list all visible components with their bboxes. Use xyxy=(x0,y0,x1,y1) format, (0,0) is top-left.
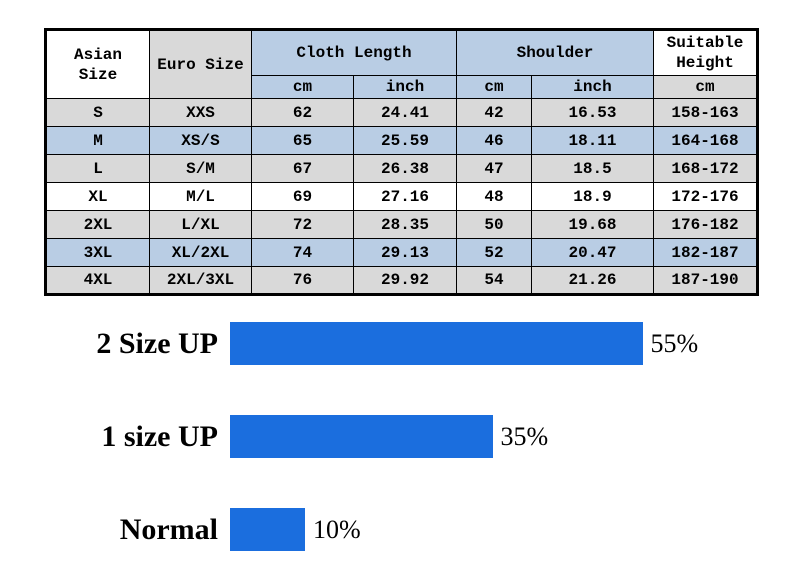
cell-length-inch: 25.59 xyxy=(353,126,457,155)
cell-length-inch: 24.41 xyxy=(353,98,457,127)
header-shoulder-inch-unit: inch xyxy=(531,75,654,99)
cell-euro-size: S/M xyxy=(149,154,252,183)
size-row-xl: XL M/L 69 27.16 48 18.9 172-176 xyxy=(45,182,758,211)
cell-euro-size: XL/2XL xyxy=(149,238,252,267)
cell-length-inch: 26.38 xyxy=(353,154,457,183)
cell-euro-size: M/L xyxy=(149,182,252,211)
size-chart-table: Asian Size Euro Size Cloth Length Should… xyxy=(44,28,759,296)
bar xyxy=(230,415,493,458)
header-length-inch-unit: inch xyxy=(353,75,457,99)
header-euro-size: Euro Size xyxy=(149,29,252,99)
cell-shoulder-cm: 48 xyxy=(456,182,532,211)
fit-feedback-bar-chart: 2 Size UP 55% 1 size UP 35% Normal 10% xyxy=(0,322,800,551)
bar-row-normal: Normal 10% xyxy=(0,508,800,551)
bar-row-1-size-up: 1 size UP 35% xyxy=(0,415,800,458)
bar-label: Normal xyxy=(119,512,218,546)
header-suitable-height: Suitable Height xyxy=(653,29,758,76)
header-shoulder: Shoulder xyxy=(456,29,654,76)
cell-length-cm: 69 xyxy=(251,182,354,211)
header-shoulder-cm-unit: cm xyxy=(456,75,532,99)
header-row-units: cm inch cm inch cm xyxy=(46,75,758,99)
cell-shoulder-cm: 46 xyxy=(456,126,532,155)
bar-value: 35% xyxy=(500,421,549,451)
cell-height: 176-182 xyxy=(653,210,758,239)
cell-shoulder-inch: 16.53 xyxy=(531,98,654,127)
header-asian-size: Asian Size xyxy=(45,29,150,99)
cell-length-inch: 27.16 xyxy=(353,182,457,211)
bar xyxy=(230,322,643,365)
cell-height: 182-187 xyxy=(653,238,758,267)
cell-asian-size: 4XL xyxy=(45,266,150,295)
cell-asian-size: S xyxy=(45,98,150,127)
cell-shoulder-inch: 19.68 xyxy=(531,210,654,239)
bar xyxy=(230,508,305,551)
cell-euro-size: 2XL/3XL xyxy=(149,266,252,295)
bar-label: 1 size UP xyxy=(101,419,218,453)
bar-value: 10% xyxy=(313,514,361,544)
cell-shoulder-inch: 18.5 xyxy=(531,154,654,183)
cell-shoulder-cm: 50 xyxy=(456,210,532,239)
header-cloth-length: Cloth Length xyxy=(251,29,457,76)
cell-height: 158-163 xyxy=(653,98,758,127)
cell-length-cm: 65 xyxy=(251,126,354,155)
bar-label: 2 Size UP xyxy=(96,326,218,360)
cell-shoulder-cm: 47 xyxy=(456,154,532,183)
cell-length-cm: 72 xyxy=(251,210,354,239)
header-length-cm-unit: cm xyxy=(251,75,354,99)
cell-shoulder-inch: 18.9 xyxy=(531,182,654,211)
size-row-4xl: 4XL 2XL/3XL 76 29.92 54 21.26 187-190 xyxy=(45,266,758,295)
header-height-cm-unit: cm xyxy=(653,75,758,99)
cell-length-inch: 28.35 xyxy=(353,210,457,239)
cell-length-cm: 76 xyxy=(251,266,354,295)
size-row-l: L S/M 67 26.38 47 18.5 168-172 xyxy=(45,154,758,183)
cell-length-inch: 29.92 xyxy=(353,266,457,295)
cell-height: 168-172 xyxy=(653,154,758,183)
cell-length-inch: 29.13 xyxy=(353,238,457,267)
cell-shoulder-cm: 54 xyxy=(456,266,532,295)
size-row-m: M XS/S 65 25.59 46 18.11 164-168 xyxy=(45,126,758,155)
cell-height: 172-176 xyxy=(653,182,758,211)
cell-asian-size: XL xyxy=(45,182,150,211)
cell-length-cm: 74 xyxy=(251,238,354,267)
size-row-2xl: 2XL L/XL 72 28.35 50 19.68 176-182 xyxy=(45,210,758,239)
cell-height: 187-190 xyxy=(653,266,758,295)
cell-shoulder-cm: 42 xyxy=(456,98,532,127)
cell-asian-size: 2XL xyxy=(45,210,150,239)
cell-euro-size: XS/S xyxy=(149,126,252,155)
bar-value: 55% xyxy=(650,328,699,358)
cell-shoulder-inch: 18.11 xyxy=(531,126,654,155)
cell-shoulder-inch: 21.26 xyxy=(531,266,654,295)
header-row-main: Asian Size Euro Size Cloth Length Should… xyxy=(45,29,758,99)
size-row-3xl: 3XL XL/2XL 74 29.13 52 20.47 182-187 xyxy=(45,238,758,267)
cell-asian-size: M xyxy=(45,126,150,155)
cell-asian-size: 3XL xyxy=(45,238,150,267)
cell-length-cm: 62 xyxy=(251,98,354,127)
cell-shoulder-cm: 52 xyxy=(456,238,532,267)
cell-asian-size: L xyxy=(45,154,150,183)
size-row-s: S XXS 62 24.41 42 16.53 158-163 xyxy=(45,98,758,127)
cell-euro-size: L/XL xyxy=(149,210,252,239)
cell-euro-size: XXS xyxy=(149,98,252,127)
bar-row-2-size-up: 2 Size UP 55% xyxy=(0,322,800,365)
cell-height: 164-168 xyxy=(653,126,758,155)
cell-shoulder-inch: 20.47 xyxy=(531,238,654,267)
cell-length-cm: 67 xyxy=(251,154,354,183)
